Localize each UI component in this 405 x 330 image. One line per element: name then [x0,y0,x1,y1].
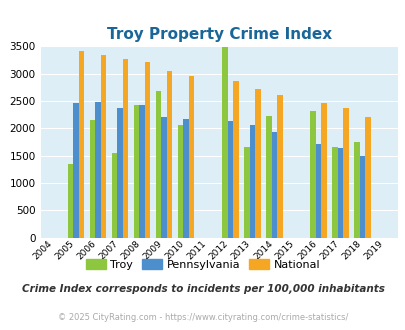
Bar [320,103,326,238]
Bar [117,108,122,238]
Bar [354,142,359,238]
Bar [134,105,139,238]
Bar [364,117,370,238]
Bar [309,111,315,238]
Bar [183,119,188,238]
Bar [249,125,254,238]
Bar [243,148,249,238]
Bar [161,117,166,238]
Bar [337,148,343,238]
Bar [73,103,79,238]
Bar [222,47,227,238]
Bar [111,153,117,238]
Bar [145,62,150,238]
Bar [100,55,106,238]
Text: © 2025 CityRating.com - https://www.cityrating.com/crime-statistics/: © 2025 CityRating.com - https://www.city… [58,313,347,322]
Bar [79,50,84,238]
Text: Crime Index corresponds to incidents per 100,000 inhabitants: Crime Index corresponds to incidents per… [21,284,384,294]
Bar [331,147,337,238]
Bar [177,125,183,238]
Bar [156,91,161,238]
Bar [343,108,348,238]
Bar [90,120,95,238]
Bar [95,102,100,238]
Bar [227,120,232,238]
Bar [265,115,271,238]
Bar [122,59,128,238]
Title: Troy Property Crime Index: Troy Property Crime Index [107,27,331,42]
Bar [315,144,320,238]
Bar [68,164,73,238]
Bar [139,105,145,238]
Bar [188,76,194,238]
Bar [277,95,282,238]
Bar [232,81,238,238]
Bar [271,132,277,238]
Bar [254,89,260,238]
Bar [166,71,172,238]
Legend: Troy, Pennsylvania, National: Troy, Pennsylvania, National [81,255,324,274]
Bar [359,156,364,238]
